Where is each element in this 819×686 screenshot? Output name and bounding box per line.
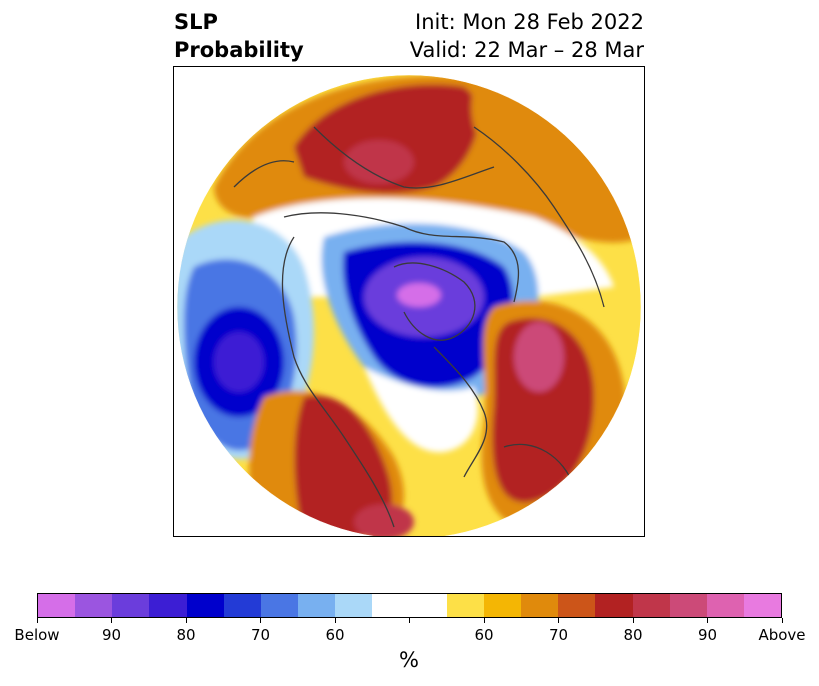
colorbar-swatch — [298, 594, 336, 617]
colorbar-tick — [558, 618, 559, 623]
colorbar-tick — [260, 618, 261, 623]
title-right: Init: Mon 28 Feb 2022 Valid: 22 Mar – 28… — [410, 8, 644, 64]
colorbar-tick-label: 90 — [101, 626, 122, 644]
colorbar-tick — [781, 618, 783, 623]
field-arctic-core — [397, 283, 441, 307]
colorbar — [37, 593, 782, 618]
colorbar-swatch — [186, 594, 224, 617]
title-probability: Probability — [174, 38, 304, 62]
colorbar-swatch — [372, 594, 410, 617]
colorbar-tick-label: 70 — [250, 626, 271, 644]
colorbar-swatch — [558, 594, 596, 617]
map-disc — [177, 75, 641, 536]
colorbar-tick — [409, 618, 410, 623]
field-east-orange — [471, 87, 624, 198]
colorbar-tick-label: 90 — [697, 626, 718, 644]
colorbar-tick-label: 80 — [176, 626, 196, 644]
colorbar-swatch — [409, 594, 447, 617]
colorbar-swatch — [75, 594, 113, 617]
colorbar-swatch — [521, 594, 559, 617]
field-us-core — [354, 504, 414, 536]
colorbar-swatch — [706, 594, 744, 617]
colorbar-tick-label: Above — [758, 626, 806, 644]
title-left: SLP Probability — [174, 8, 304, 64]
title-slp: SLP — [174, 10, 218, 34]
colorbar-tick — [334, 618, 336, 623]
colorbar-unit: % — [399, 648, 419, 672]
field-white-center — [364, 367, 478, 453]
colorbar-tick-label: 70 — [548, 626, 569, 644]
init-date: Init: Mon 28 Feb 2022 — [415, 10, 644, 34]
colorbar-swatch — [223, 594, 261, 617]
probability-map — [176, 74, 642, 536]
colorbar-tick-label: 60 — [325, 626, 345, 644]
colorbar-tick-label: 80 — [623, 626, 643, 644]
colorbar-tick — [707, 618, 708, 623]
field-eurasia-red — [294, 84, 479, 194]
field-atlantic-core — [514, 322, 564, 392]
field-pacific-core — [214, 332, 264, 392]
colorbar-swatch — [595, 594, 633, 617]
colorbar-swatch — [260, 594, 299, 617]
map-frame — [173, 66, 645, 537]
colorbar-tick — [36, 618, 38, 623]
field-eurasia-core — [344, 140, 414, 184]
colorbar-swatch — [38, 594, 76, 617]
colorbar-tick — [632, 618, 634, 623]
colorbar-tick-label: 60 — [474, 626, 494, 644]
colorbar-tick — [185, 618, 187, 623]
colorbar-tick — [111, 618, 112, 623]
colorbar-swatch — [743, 594, 782, 617]
colorbar-swatch — [446, 594, 484, 617]
colorbar-tick-label: Below — [14, 626, 60, 644]
colorbar-swatch — [483, 594, 522, 617]
colorbar-tick — [483, 618, 485, 623]
colorbar-swatch — [335, 594, 373, 617]
valid-range: Valid: 22 Mar – 28 Mar — [409, 38, 644, 62]
field-us-red — [294, 395, 393, 536]
colorbar-swatch — [632, 594, 670, 617]
colorbar-swatch — [669, 594, 707, 617]
colorbar-swatch — [149, 594, 187, 617]
coastlines — [233, 126, 605, 528]
colorbar-swatch — [112, 594, 150, 617]
